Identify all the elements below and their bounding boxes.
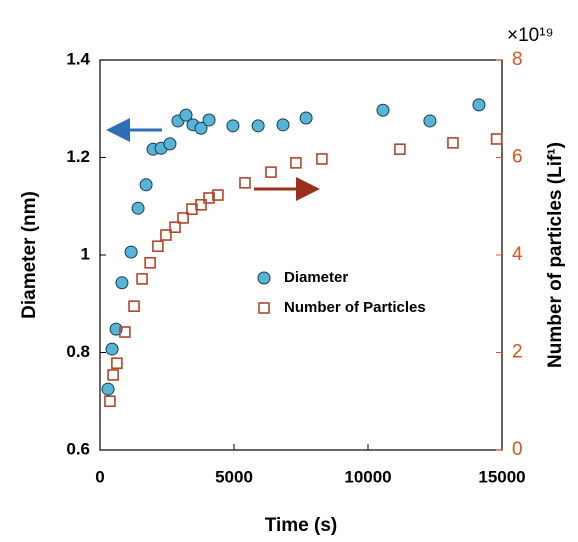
x-tick-label: 5000: [215, 467, 253, 486]
y-tick-label: 0.8: [66, 342, 90, 361]
point: [105, 342, 119, 356]
point: [195, 198, 207, 211]
point: [128, 300, 140, 312]
y-tick-label: 1: [81, 244, 90, 263]
point: [472, 98, 486, 112]
y-tick-label: 0.6: [66, 439, 90, 458]
legend-label: Diameter: [284, 269, 348, 286]
point: [276, 118, 290, 132]
point: [376, 103, 390, 117]
point: [316, 153, 328, 165]
point: [124, 245, 138, 259]
point: [212, 189, 224, 201]
y2-multiplier: ×10¹⁹: [507, 25, 554, 46]
y2-tick-label: 8: [512, 49, 523, 70]
point: [136, 273, 148, 285]
y2-tick-label: 6: [512, 147, 523, 168]
point: [139, 178, 153, 192]
point: [169, 221, 181, 234]
point: [131, 201, 145, 215]
point: [265, 166, 277, 178]
point: [490, 133, 503, 145]
point: [290, 157, 302, 169]
point: [239, 177, 251, 189]
y2-tick-label: 0: [512, 439, 523, 460]
point: [203, 192, 215, 204]
y2-tick-label: 4: [512, 244, 523, 265]
point: [194, 121, 208, 135]
point: [107, 369, 119, 381]
legend-marker: [258, 302, 270, 314]
legend-label: Number of Particles: [284, 299, 426, 316]
point: [447, 137, 459, 149]
point: [115, 276, 129, 290]
point: [144, 256, 156, 269]
point: [109, 322, 123, 336]
point: [163, 137, 177, 151]
y2-axis-label: Number of particles (Lif¹): [545, 142, 566, 368]
x-axis-label: Time (s): [265, 515, 338, 536]
point: [160, 229, 172, 241]
point: [119, 326, 131, 338]
point: [104, 395, 116, 408]
x-tick-label: 10000: [344, 467, 391, 486]
y-axis-label: Diameter (nm): [19, 191, 40, 319]
point: [101, 382, 115, 396]
point: [177, 212, 189, 224]
x-tick-label: 0: [95, 467, 104, 486]
point: [202, 113, 216, 127]
point: [111, 357, 123, 370]
y2-tick-label: 2: [512, 342, 523, 363]
y-tick-label: 1.4: [66, 49, 90, 68]
x-tick-label: 15000: [478, 467, 525, 486]
point: [299, 111, 313, 125]
legend-marker: [257, 271, 271, 285]
point: [179, 108, 193, 122]
point: [423, 114, 437, 128]
y-tick-label: 1.2: [66, 147, 90, 166]
point: [251, 119, 265, 133]
point: [394, 143, 406, 156]
point: [152, 240, 164, 253]
point: [226, 119, 240, 133]
